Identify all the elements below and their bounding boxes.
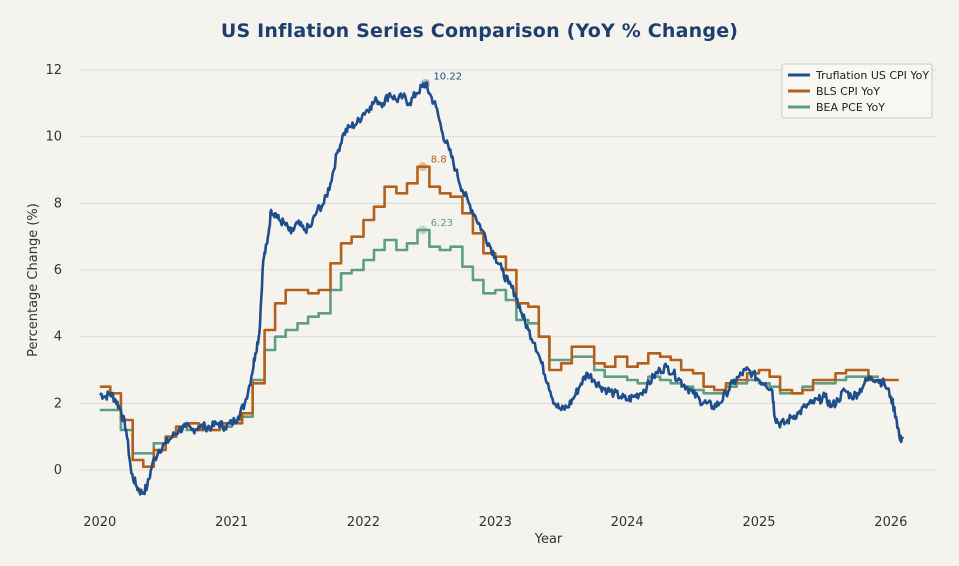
- x-tick-label: 2026: [874, 515, 907, 530]
- y-tick-label: 0: [54, 463, 62, 478]
- y-axis-label: Percentage Change (%): [26, 203, 41, 357]
- peak-label-bea-pce-yoy: 6.23: [431, 218, 453, 229]
- y-tick-label: 8: [54, 196, 62, 211]
- legend-label-bls-cpi-yoy: BLS CPI YoY: [816, 85, 880, 98]
- legend-label-bea-pce-yoy: BEA PCE YoY: [816, 101, 885, 114]
- series-line-bea-pce-yoy: [99, 228, 879, 455]
- y-tick-label: 6: [54, 263, 62, 278]
- x-tick-label: 2022: [347, 515, 380, 530]
- series-line-truflation-us-cpi-yoy: [99, 81, 904, 496]
- y-tick-label: 12: [45, 63, 62, 78]
- peak-label-bls-cpi-yoy: 8.8: [431, 155, 447, 166]
- peak-marker-bls-cpi-yoy: [418, 162, 428, 172]
- chart-title: US Inflation Series Comparison (YoY % Ch…: [220, 20, 739, 42]
- x-tick-label: 2023: [479, 515, 512, 530]
- y-tick-label: 10: [45, 130, 62, 145]
- x-tick-label: 2025: [742, 515, 775, 530]
- x-tick-label: 2024: [611, 515, 644, 530]
- y-tick-label: 4: [54, 330, 62, 345]
- x-tick-label: 2021: [215, 515, 248, 530]
- legend-label-truflation-us-cpi-yoy: Truflation US CPI YoY: [815, 69, 929, 82]
- y-tick-label: 2: [54, 396, 62, 411]
- x-axis-label: Year: [534, 532, 563, 547]
- x-tick-label: 2020: [83, 515, 116, 530]
- peak-label-truflation-us-cpi-yoy: 10.22: [433, 71, 462, 82]
- series-line-bls-cpi-yoy: [99, 165, 899, 468]
- legend-box: [781, 63, 933, 119]
- peak-marker-truflation-us-cpi-yoy: [420, 78, 430, 88]
- peak-marker-bea-pce-yoy: [418, 225, 428, 235]
